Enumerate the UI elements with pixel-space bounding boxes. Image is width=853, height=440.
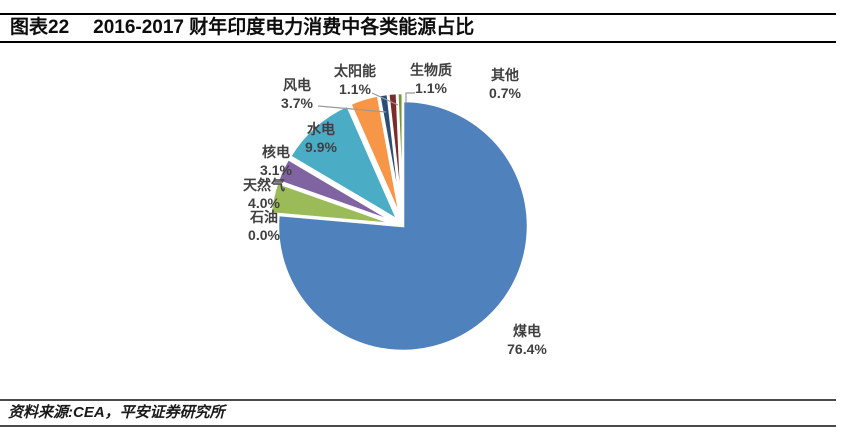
leader-line-solar bbox=[371, 92, 399, 106]
pie-slice-gas bbox=[269, 181, 396, 226]
pie-slice-coal bbox=[276, 99, 530, 353]
header-top-rule bbox=[0, 13, 836, 15]
pie-svg bbox=[269, 91, 530, 353]
leader-line-biomass bbox=[405, 92, 415, 103]
pie-slice-hydro bbox=[288, 103, 401, 224]
leader-line-wind bbox=[317, 105, 387, 113]
figure-header: 图表22 2016-2017 财年印度电力消费中各类能源占比 bbox=[10, 15, 833, 41]
pie-slice-other bbox=[396, 91, 405, 219]
header-bottom-rule bbox=[0, 41, 836, 43]
pie-chart: 煤电 76.4% 石油 0.0% 天然气 4.0% 核电 3.1% 水电 9.9% 风电 3.7% 太阳… bbox=[0, 43, 853, 398]
source-top-rule bbox=[0, 399, 836, 401]
pie-slice-nuclear bbox=[276, 157, 397, 224]
figure-title: 2016-2017 财年印度电力消费中各类能源占比 bbox=[93, 17, 475, 38]
figure-tag: 图表22 bbox=[10, 17, 70, 38]
page-bottom-rule bbox=[0, 425, 836, 427]
source-note: 资料来源:CEA，平安证券研究所 bbox=[8, 404, 225, 421]
